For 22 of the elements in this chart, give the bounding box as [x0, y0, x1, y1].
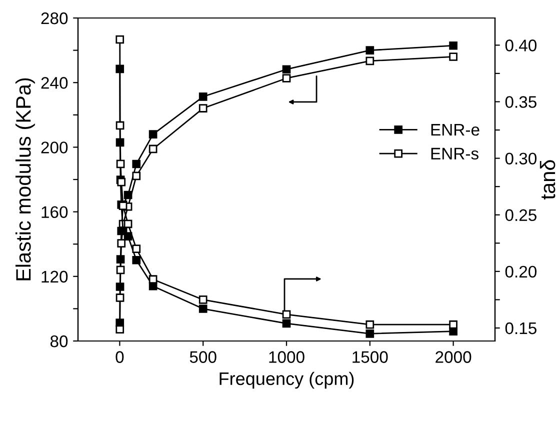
y2-tick-label: 0.25 — [505, 209, 536, 222]
x-tick-label: 1000 — [269, 351, 304, 363]
x-tick-label: 2000 — [436, 351, 472, 363]
x-axis-title: Frequency (cpm) — [220, 372, 354, 389]
y-tick-label: 120 — [42, 270, 68, 283]
y-tick-label: 200 — [41, 142, 68, 154]
legend-label: ENR-s — [431, 148, 478, 160]
y2-tick-label: 0.15 — [505, 322, 536, 334]
y2-tick-label: 0.40 — [505, 40, 537, 52]
x-tick-label: 1500 — [352, 351, 388, 363]
x-tick-label: 0 — [116, 351, 124, 363]
x-tick-label: 500 — [190, 351, 216, 363]
y-tick-label: 160 — [42, 206, 68, 218]
y-tick-label: 280 — [41, 12, 68, 24]
y-axis-title: Elastic modulus (KPa) — [15, 78, 35, 280]
y2-tick-label: 0.20 — [505, 266, 537, 278]
legend-label: ENR-e — [431, 124, 480, 136]
y-tick-label: 80 — [50, 335, 68, 348]
y2-tick-label: 0.35 — [505, 96, 536, 108]
y2-tick-label: 0.30 — [505, 152, 537, 164]
y2-axis-title: tanδ — [540, 160, 556, 200]
y-tick-label: 240 — [41, 77, 68, 89]
